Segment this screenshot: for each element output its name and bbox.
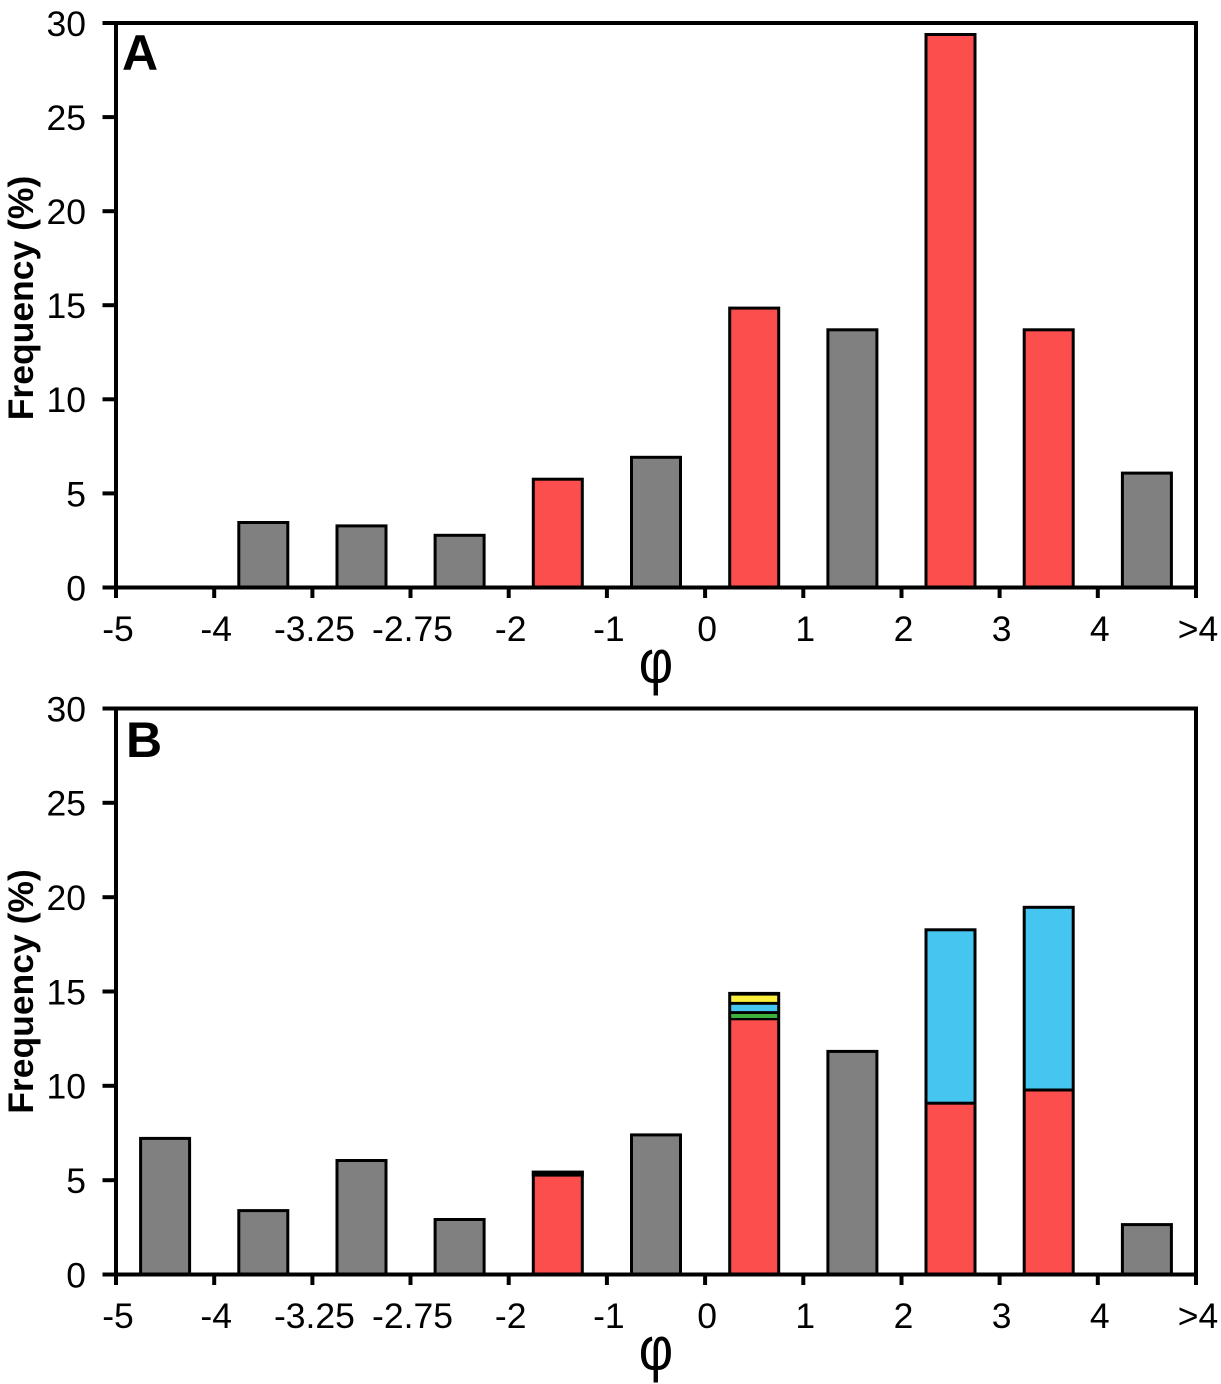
svg-text:A: A — [122, 25, 158, 81]
svg-text:0: 0 — [697, 1296, 717, 1336]
svg-text:30: 30 — [47, 4, 87, 44]
svg-text:Frequency (%): Frequency (%) — [1, 176, 41, 421]
svg-text:>4: >4 — [1178, 1296, 1218, 1336]
svg-text:2: 2 — [894, 609, 914, 649]
svg-text:φ: φ — [639, 629, 673, 697]
svg-text:B: B — [126, 712, 162, 768]
svg-text:1: 1 — [795, 609, 815, 649]
svg-text:-3.25: -3.25 — [274, 1296, 355, 1336]
svg-text:-5: -5 — [102, 609, 134, 649]
svg-text:0: 0 — [66, 568, 86, 608]
svg-text:15: 15 — [47, 286, 87, 326]
svg-text:4: 4 — [1090, 1296, 1110, 1336]
svg-text:-2.75: -2.75 — [372, 1296, 453, 1336]
svg-text:-1: -1 — [593, 1296, 625, 1336]
svg-text:Frequency (%): Frequency (%) — [1, 869, 41, 1114]
svg-text:-2: -2 — [495, 609, 527, 649]
svg-text:-3.25: -3.25 — [274, 609, 355, 649]
svg-text:20: 20 — [47, 192, 87, 232]
svg-text:15: 15 — [47, 972, 87, 1012]
svg-text:5: 5 — [66, 474, 86, 514]
svg-text:-4: -4 — [200, 609, 232, 649]
svg-text:10: 10 — [47, 380, 87, 420]
svg-text:3: 3 — [992, 609, 1012, 649]
svg-text:1: 1 — [795, 1296, 815, 1336]
svg-text:5: 5 — [66, 1161, 86, 1201]
svg-text:3: 3 — [992, 1296, 1012, 1336]
svg-text:0: 0 — [66, 1255, 86, 1295]
svg-text:25: 25 — [47, 98, 87, 138]
svg-text:-2.75: -2.75 — [372, 609, 453, 649]
svg-text:20: 20 — [47, 878, 87, 918]
svg-text:-5: -5 — [102, 1296, 134, 1336]
svg-text:-4: -4 — [200, 1296, 232, 1336]
svg-text:-2: -2 — [495, 1296, 527, 1336]
svg-text:10: 10 — [47, 1067, 87, 1107]
svg-text:2: 2 — [894, 1296, 914, 1336]
svg-text:30: 30 — [47, 689, 87, 729]
svg-text:>4: >4 — [1178, 609, 1218, 649]
svg-text:0: 0 — [697, 609, 717, 649]
svg-text:25: 25 — [47, 784, 87, 824]
svg-text:4: 4 — [1090, 609, 1110, 649]
svg-text:φ: φ — [639, 1316, 673, 1384]
svg-text:-1: -1 — [593, 609, 625, 649]
